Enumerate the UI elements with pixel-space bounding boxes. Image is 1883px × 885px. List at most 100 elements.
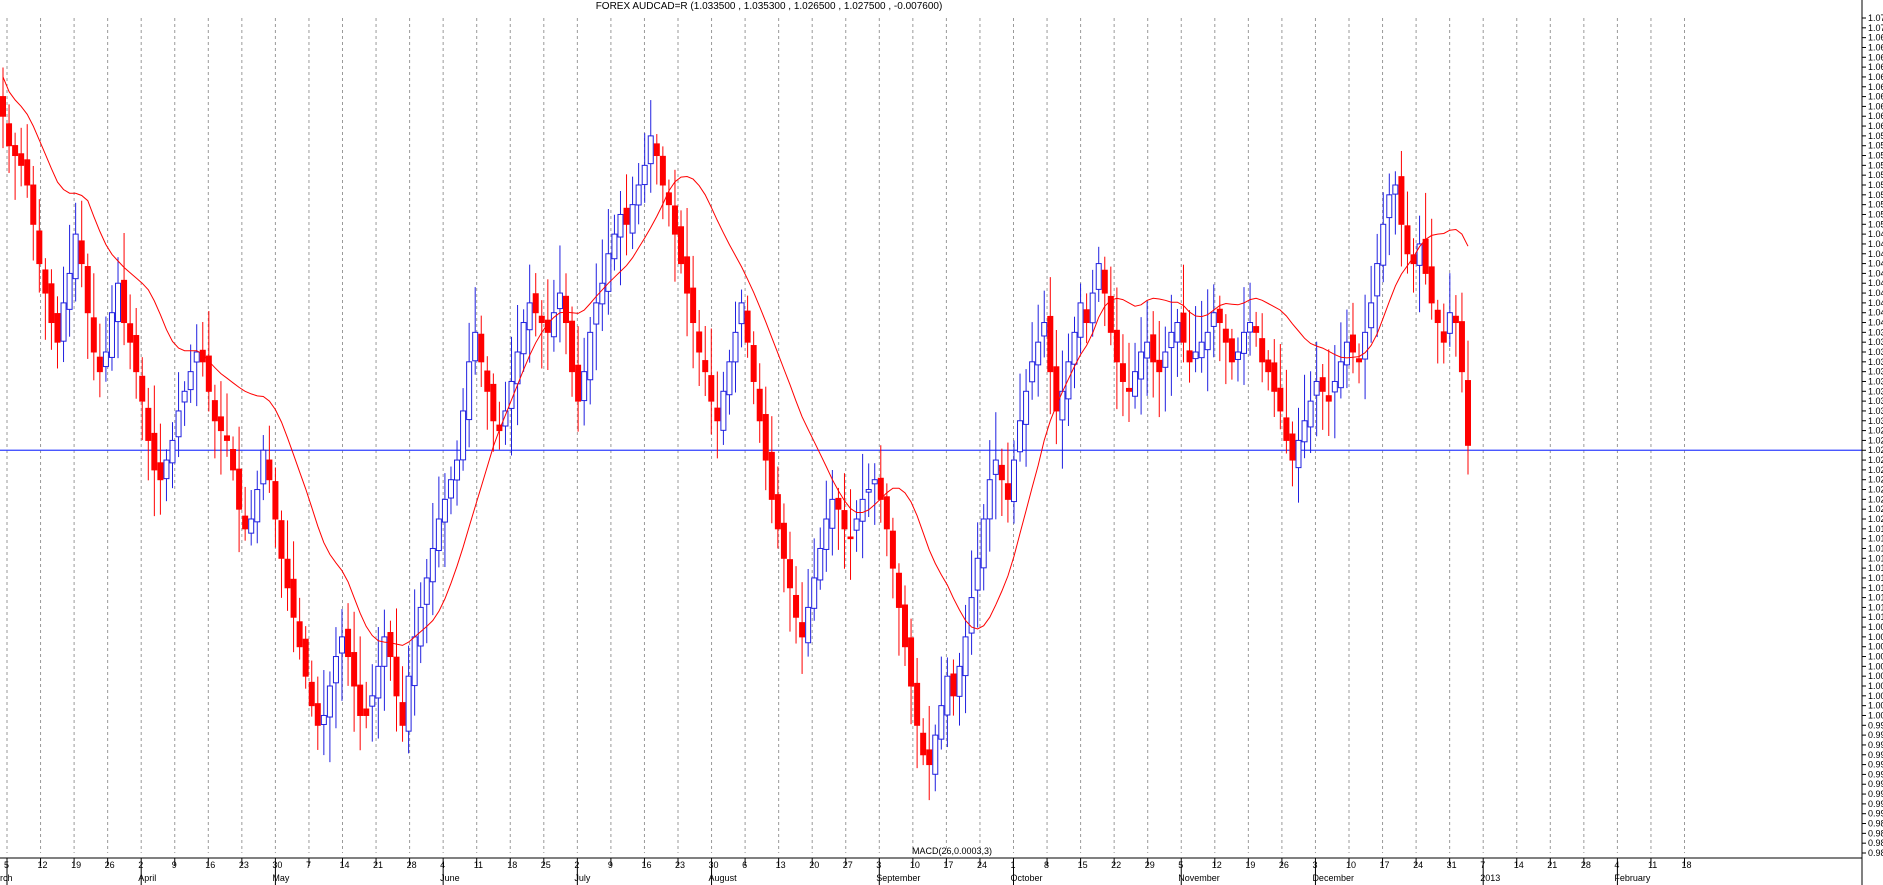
candle <box>768 416 775 524</box>
candle <box>405 645 412 754</box>
y-tick-label: 1.025 <box>1868 465 1883 475</box>
candle <box>1301 374 1308 459</box>
candle <box>1392 171 1399 235</box>
candle <box>562 273 569 355</box>
candle <box>944 657 951 748</box>
candle <box>605 209 612 315</box>
candle-body <box>1071 331 1078 365</box>
candle-body <box>659 155 666 186</box>
candle-body <box>284 558 291 589</box>
candle <box>36 199 43 293</box>
candle-body <box>974 557 981 591</box>
candle <box>659 146 666 220</box>
candle <box>181 381 188 426</box>
candle-body <box>1368 302 1375 329</box>
y-tick-label: 1.015 <box>1868 563 1883 573</box>
candle <box>1277 344 1284 430</box>
candle-body <box>762 414 769 461</box>
x-day-label: 16 <box>205 860 215 870</box>
candle <box>1017 373 1024 462</box>
candle-body <box>217 416 224 432</box>
candle <box>1029 322 1036 400</box>
candle-body <box>435 518 442 552</box>
candle-body <box>768 451 775 500</box>
candle <box>593 263 600 371</box>
candle-body <box>1319 377 1326 392</box>
candle-body <box>1337 361 1344 389</box>
candle-body <box>42 269 49 294</box>
x-month-label: September <box>876 873 920 883</box>
candle <box>750 331 757 405</box>
y-tick-label: 1.064 <box>1868 82 1883 92</box>
x-day-label: 10 <box>910 860 920 870</box>
candle <box>859 453 866 559</box>
x-month-label: June <box>440 873 460 883</box>
candle-body <box>314 703 321 726</box>
candle <box>363 681 370 729</box>
candle <box>732 301 739 393</box>
y-tick-label: 1.069 <box>1868 33 1883 43</box>
candle <box>1307 371 1314 454</box>
candle-body <box>472 331 479 362</box>
x-day-label: 19 <box>1245 860 1255 870</box>
y-tick-label: 0.993 <box>1868 779 1883 789</box>
candle <box>629 176 636 250</box>
candle-body <box>1180 312 1187 343</box>
candle <box>514 305 521 426</box>
candle-body <box>369 695 376 707</box>
candle <box>260 435 267 501</box>
candle-body <box>1107 295 1114 333</box>
x-day-label: 19 <box>71 860 81 870</box>
candle <box>290 541 297 653</box>
candle-body <box>1125 387 1132 392</box>
candle-body <box>1047 315 1054 373</box>
candle <box>0 67 6 149</box>
x-day-label: 8 <box>1044 860 1049 870</box>
candle <box>54 296 61 369</box>
candle <box>1458 292 1465 393</box>
grid-lines <box>6 18 1685 853</box>
candle <box>569 306 576 397</box>
candle <box>1404 191 1411 274</box>
x-day-label: 14 <box>340 860 350 870</box>
y-tick-label: 1.023 <box>1868 485 1883 495</box>
y-tick-label: 0.995 <box>1868 760 1883 770</box>
candle <box>12 132 19 200</box>
candle-body <box>532 293 539 314</box>
candle <box>647 100 654 193</box>
x-day-label: 23 <box>675 860 685 870</box>
candle <box>1337 322 1344 399</box>
candle-body <box>696 331 703 353</box>
y-tick-label: 1.028 <box>1868 435 1883 445</box>
candle-body <box>665 192 672 206</box>
candle <box>550 279 557 352</box>
candle <box>72 202 79 302</box>
candle <box>48 269 55 350</box>
y-axis-ticks: 0.9860.9870.9880.9890.9900.9910.9920.993… <box>1862 13 1883 858</box>
candle <box>895 563 902 656</box>
candle-body <box>484 370 491 392</box>
candle-body <box>508 380 515 409</box>
candle <box>145 387 152 481</box>
y-tick-label: 1.067 <box>1868 52 1883 62</box>
candle-body <box>1404 225 1411 255</box>
candle-body <box>502 410 509 427</box>
candle <box>387 620 394 681</box>
candle <box>623 174 630 256</box>
y-tick-label: 1.013 <box>1868 583 1883 593</box>
candle-body <box>635 184 642 206</box>
x-day-label: 4 <box>1614 860 1619 870</box>
y-tick-label: 0.999 <box>1868 720 1883 730</box>
y-tick-label: 1.014 <box>1868 573 1883 583</box>
candle <box>1265 350 1272 391</box>
candle-body <box>992 459 999 475</box>
candle <box>986 440 993 552</box>
candle-body <box>653 143 660 157</box>
candle <box>435 476 442 568</box>
candle-body <box>205 355 212 392</box>
candle-body <box>1083 309 1090 324</box>
candle <box>1325 349 1332 436</box>
candle <box>314 676 321 750</box>
y-tick-label: 1.038 <box>1868 337 1883 347</box>
candle-body <box>363 708 370 716</box>
